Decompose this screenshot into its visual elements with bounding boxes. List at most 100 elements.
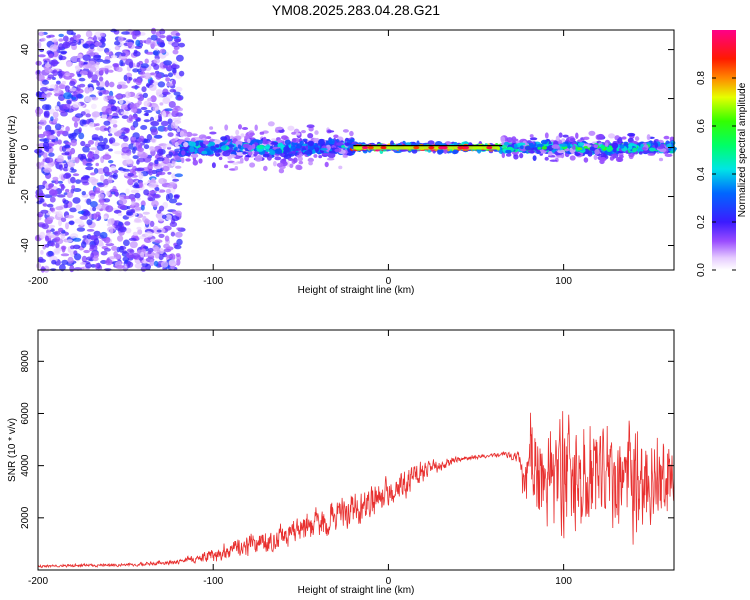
spectrogram-cell <box>238 124 242 130</box>
spectrogram-cell <box>254 155 263 162</box>
spectrogram-cell <box>162 110 167 118</box>
spectrogram-cell <box>63 92 72 100</box>
spectrogram-cell <box>110 165 117 172</box>
spectrogram-cell <box>58 54 63 61</box>
spectrogram-cell <box>56 80 61 85</box>
spectrogram-cell <box>64 151 70 156</box>
spectrogram-cell <box>582 136 590 140</box>
spectrogram-cell <box>42 152 48 159</box>
spectrogram-cell <box>46 232 54 236</box>
spectrogram-cell <box>185 158 191 162</box>
spectrogram-cell <box>175 32 181 37</box>
spectrogram-cell <box>150 34 158 41</box>
spectrogram-cell <box>163 243 170 249</box>
spectrogram-cell <box>84 86 90 94</box>
spectrogram-cell <box>134 167 143 172</box>
spectrogram-cell <box>56 210 63 218</box>
spectrogram-cell <box>35 108 44 115</box>
spectrogram-cell <box>53 248 61 255</box>
spectrogram-cell <box>165 82 174 87</box>
spectrogram-cell <box>129 168 135 174</box>
colorbar-label: Normalized spectral amplitude <box>737 82 748 217</box>
snr-y-ticks: 2000 4000 6000 8000 <box>20 350 674 529</box>
spectrogram-cell <box>143 119 151 123</box>
spectrogram-cell <box>541 146 547 150</box>
spectrogram-cell <box>117 204 126 210</box>
spectrogram-cell <box>69 41 78 47</box>
spectrogram-cell <box>291 131 297 135</box>
spectrogram-cell <box>249 132 255 136</box>
spectrogram-cell <box>189 146 195 153</box>
spectrogram-cell <box>135 78 142 86</box>
spectrogram-cell <box>544 156 549 161</box>
spectrogram-cell <box>177 107 184 112</box>
spectrogram-cell <box>213 139 222 145</box>
spectrogram-cell <box>557 149 566 154</box>
spectrogram-cell <box>116 84 122 90</box>
spectrogram-cell <box>641 147 647 151</box>
spectrogram-cell <box>138 135 145 142</box>
spectrogram-cell <box>148 190 157 194</box>
spectrogram-cell <box>128 237 137 241</box>
spectrogram-cell <box>39 138 48 142</box>
spectrogram-cell <box>259 131 265 135</box>
spectrogram-cell <box>91 111 101 118</box>
spectrogram-cell <box>177 117 182 121</box>
spectrogram-cell <box>267 121 275 127</box>
spectrogram-cell <box>155 73 162 80</box>
spectrogram-cell <box>133 95 140 99</box>
spectrogram-cell <box>157 81 166 88</box>
spectrogram-cell <box>612 147 617 153</box>
spectrogram-cell <box>225 146 230 150</box>
spectrogram-cell <box>181 150 186 156</box>
spectrogram-cell <box>123 172 129 176</box>
spectrogram-cell <box>64 72 71 77</box>
spectrogram-cell <box>36 262 42 269</box>
spectrogram-y-tick-label: 0 <box>20 144 31 150</box>
spectrogram-cell <box>120 52 126 57</box>
spectrogram-cell <box>76 84 81 92</box>
spectrogram-cell <box>40 209 49 214</box>
spectrogram-cell <box>126 41 134 47</box>
spectrogram-cell <box>81 255 87 263</box>
colorbar: 0.0 0.2 0.4 0.6 0.8 Normalized spectral ampl… <box>696 30 748 277</box>
snr-x-axis-label: Height of straight line (km) <box>298 585 415 596</box>
spectrogram-cell <box>222 150 231 157</box>
spectrogram-cell <box>227 144 235 148</box>
spectrogram-cell <box>275 126 283 131</box>
spectrogram-cell <box>137 147 144 152</box>
spectrogram-cell <box>46 203 54 208</box>
spectrogram-cell <box>79 83 86 88</box>
spectrogram-cell <box>600 144 606 150</box>
spectrogram-cell <box>287 125 295 131</box>
spectrogram-cell <box>50 228 55 233</box>
spectrogram-cell <box>119 245 124 253</box>
spectrogram-cell <box>73 91 78 96</box>
spectrogram-cell <box>162 64 168 69</box>
spectrogram-y-tick-label: -40 <box>20 238 31 253</box>
spectrogram-cell <box>165 188 171 194</box>
spectrogram-cell <box>103 215 108 220</box>
colorbar-tick-label: 0.4 <box>696 167 707 181</box>
spectrogram-cell <box>78 127 82 133</box>
spectrogram-cell <box>164 235 170 242</box>
spectrogram-cell <box>254 124 258 131</box>
spectrogram-cell <box>321 153 330 156</box>
spectrogram-cell <box>198 158 203 164</box>
spectrogram-cell <box>139 71 146 75</box>
spectrogram-cell <box>131 136 137 141</box>
spectrogram-cell <box>47 250 54 257</box>
spectrogram-cell <box>51 38 58 43</box>
spectrogram-cell <box>209 138 214 142</box>
spectrogram-cell <box>274 148 283 155</box>
spectrogram-cell <box>314 146 320 153</box>
spectrogram-cell <box>157 148 164 156</box>
spectrogram-cell <box>437 149 445 154</box>
spectrogram-cell <box>143 113 149 116</box>
spectrogram-cell <box>589 146 596 151</box>
spectrogram-cell <box>173 155 182 161</box>
spectrogram-cell <box>71 185 76 190</box>
spectrogram-cell <box>634 136 640 141</box>
spectrogram-cell <box>517 142 526 146</box>
spectrogram-cell <box>156 157 165 162</box>
